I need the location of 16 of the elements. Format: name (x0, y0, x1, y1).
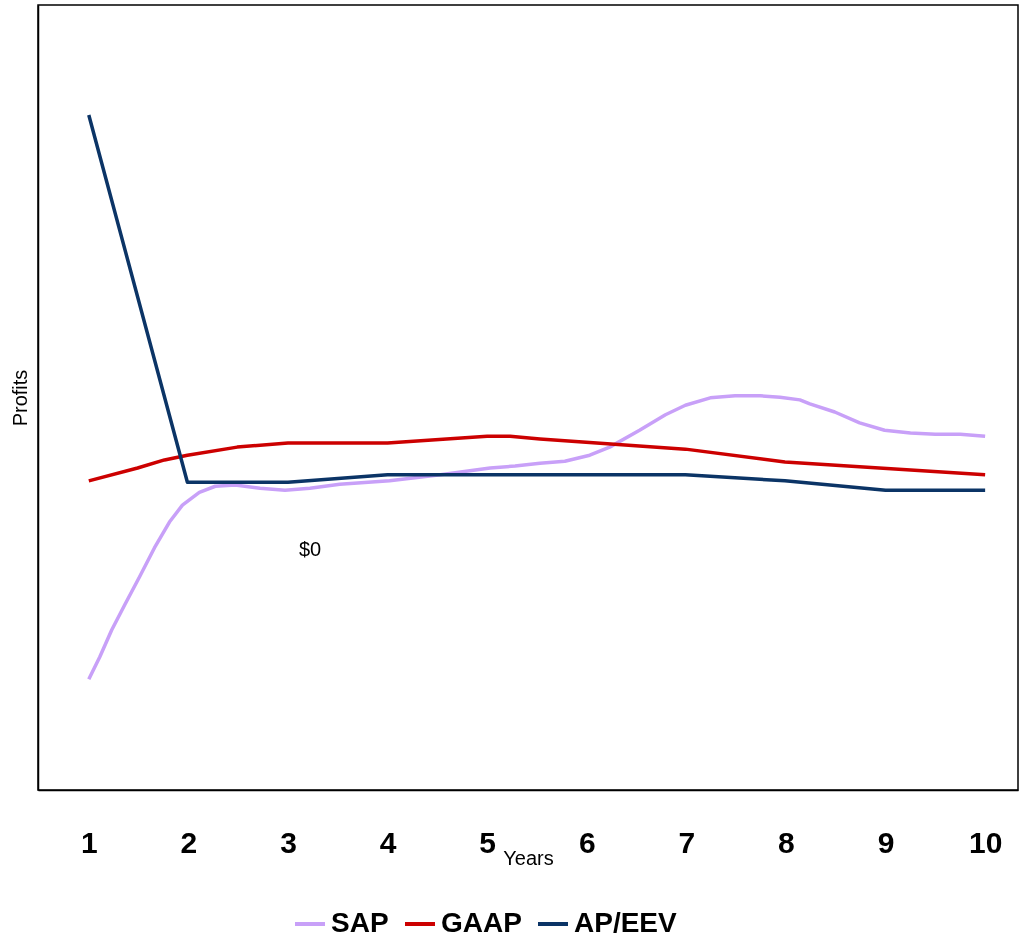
x-tick-label: 6 (578, 825, 596, 859)
legend-label: AP/EEV (574, 907, 678, 938)
x-tick-label: 7 (678, 825, 696, 859)
x-tick-label: 5 (479, 825, 497, 859)
x-tick-label: 9 (877, 825, 895, 859)
y-axis-title: Profits (8, 369, 31, 427)
x-tick-label: 2 (180, 825, 198, 859)
x-tick-label: 1 (80, 825, 98, 859)
x-axis-title: Years (503, 846, 554, 869)
legend-label: SAP (331, 907, 389, 938)
x-tick-label: 3 (280, 825, 297, 859)
legend-label: GAAP (441, 907, 522, 938)
x-tick-label: 8 (778, 825, 795, 859)
x-tick-label: 10 (968, 825, 1003, 859)
x-tick-label: 4 (379, 825, 397, 859)
annotation: $0 (298, 538, 322, 560)
